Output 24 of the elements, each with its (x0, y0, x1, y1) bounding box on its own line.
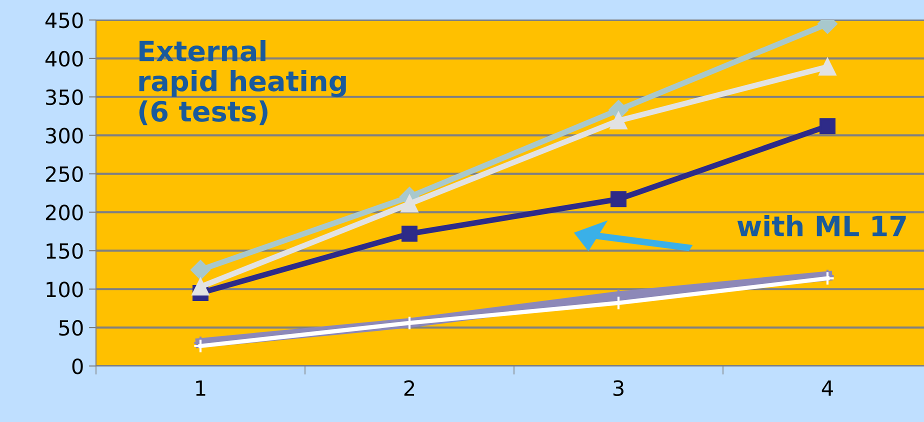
x-tick-label: 3 (613, 380, 624, 396)
y-tick-label: 350 (46, 89, 83, 106)
annotation: External rapid heating (6 tests) (139, 40, 346, 126)
y-tick-label: 200 (46, 204, 83, 220)
point (402, 226, 418, 242)
x-tick-label: 2 (404, 380, 414, 396)
point (610, 112, 628, 130)
y-tick-label: 400 (45, 50, 83, 67)
x-tick-label: 1 (196, 380, 206, 396)
point (192, 278, 210, 296)
y-tick-label: 450 (45, 12, 83, 28)
point (818, 58, 836, 76)
y-tick-label: 50 (59, 320, 83, 336)
point (610, 191, 626, 208)
y-tick-label: 300 (46, 128, 83, 144)
y-tick-label: 150 (46, 243, 83, 259)
annotation: with ML 17 (737, 215, 906, 236)
point (190, 260, 210, 280)
point (400, 195, 418, 212)
y-tick-label: 100 (46, 282, 83, 298)
y-tick-label: 0 (72, 358, 83, 374)
x-tick-label: 4 (822, 380, 833, 396)
y-tick-label: 250 (46, 166, 83, 182)
point (820, 118, 836, 134)
